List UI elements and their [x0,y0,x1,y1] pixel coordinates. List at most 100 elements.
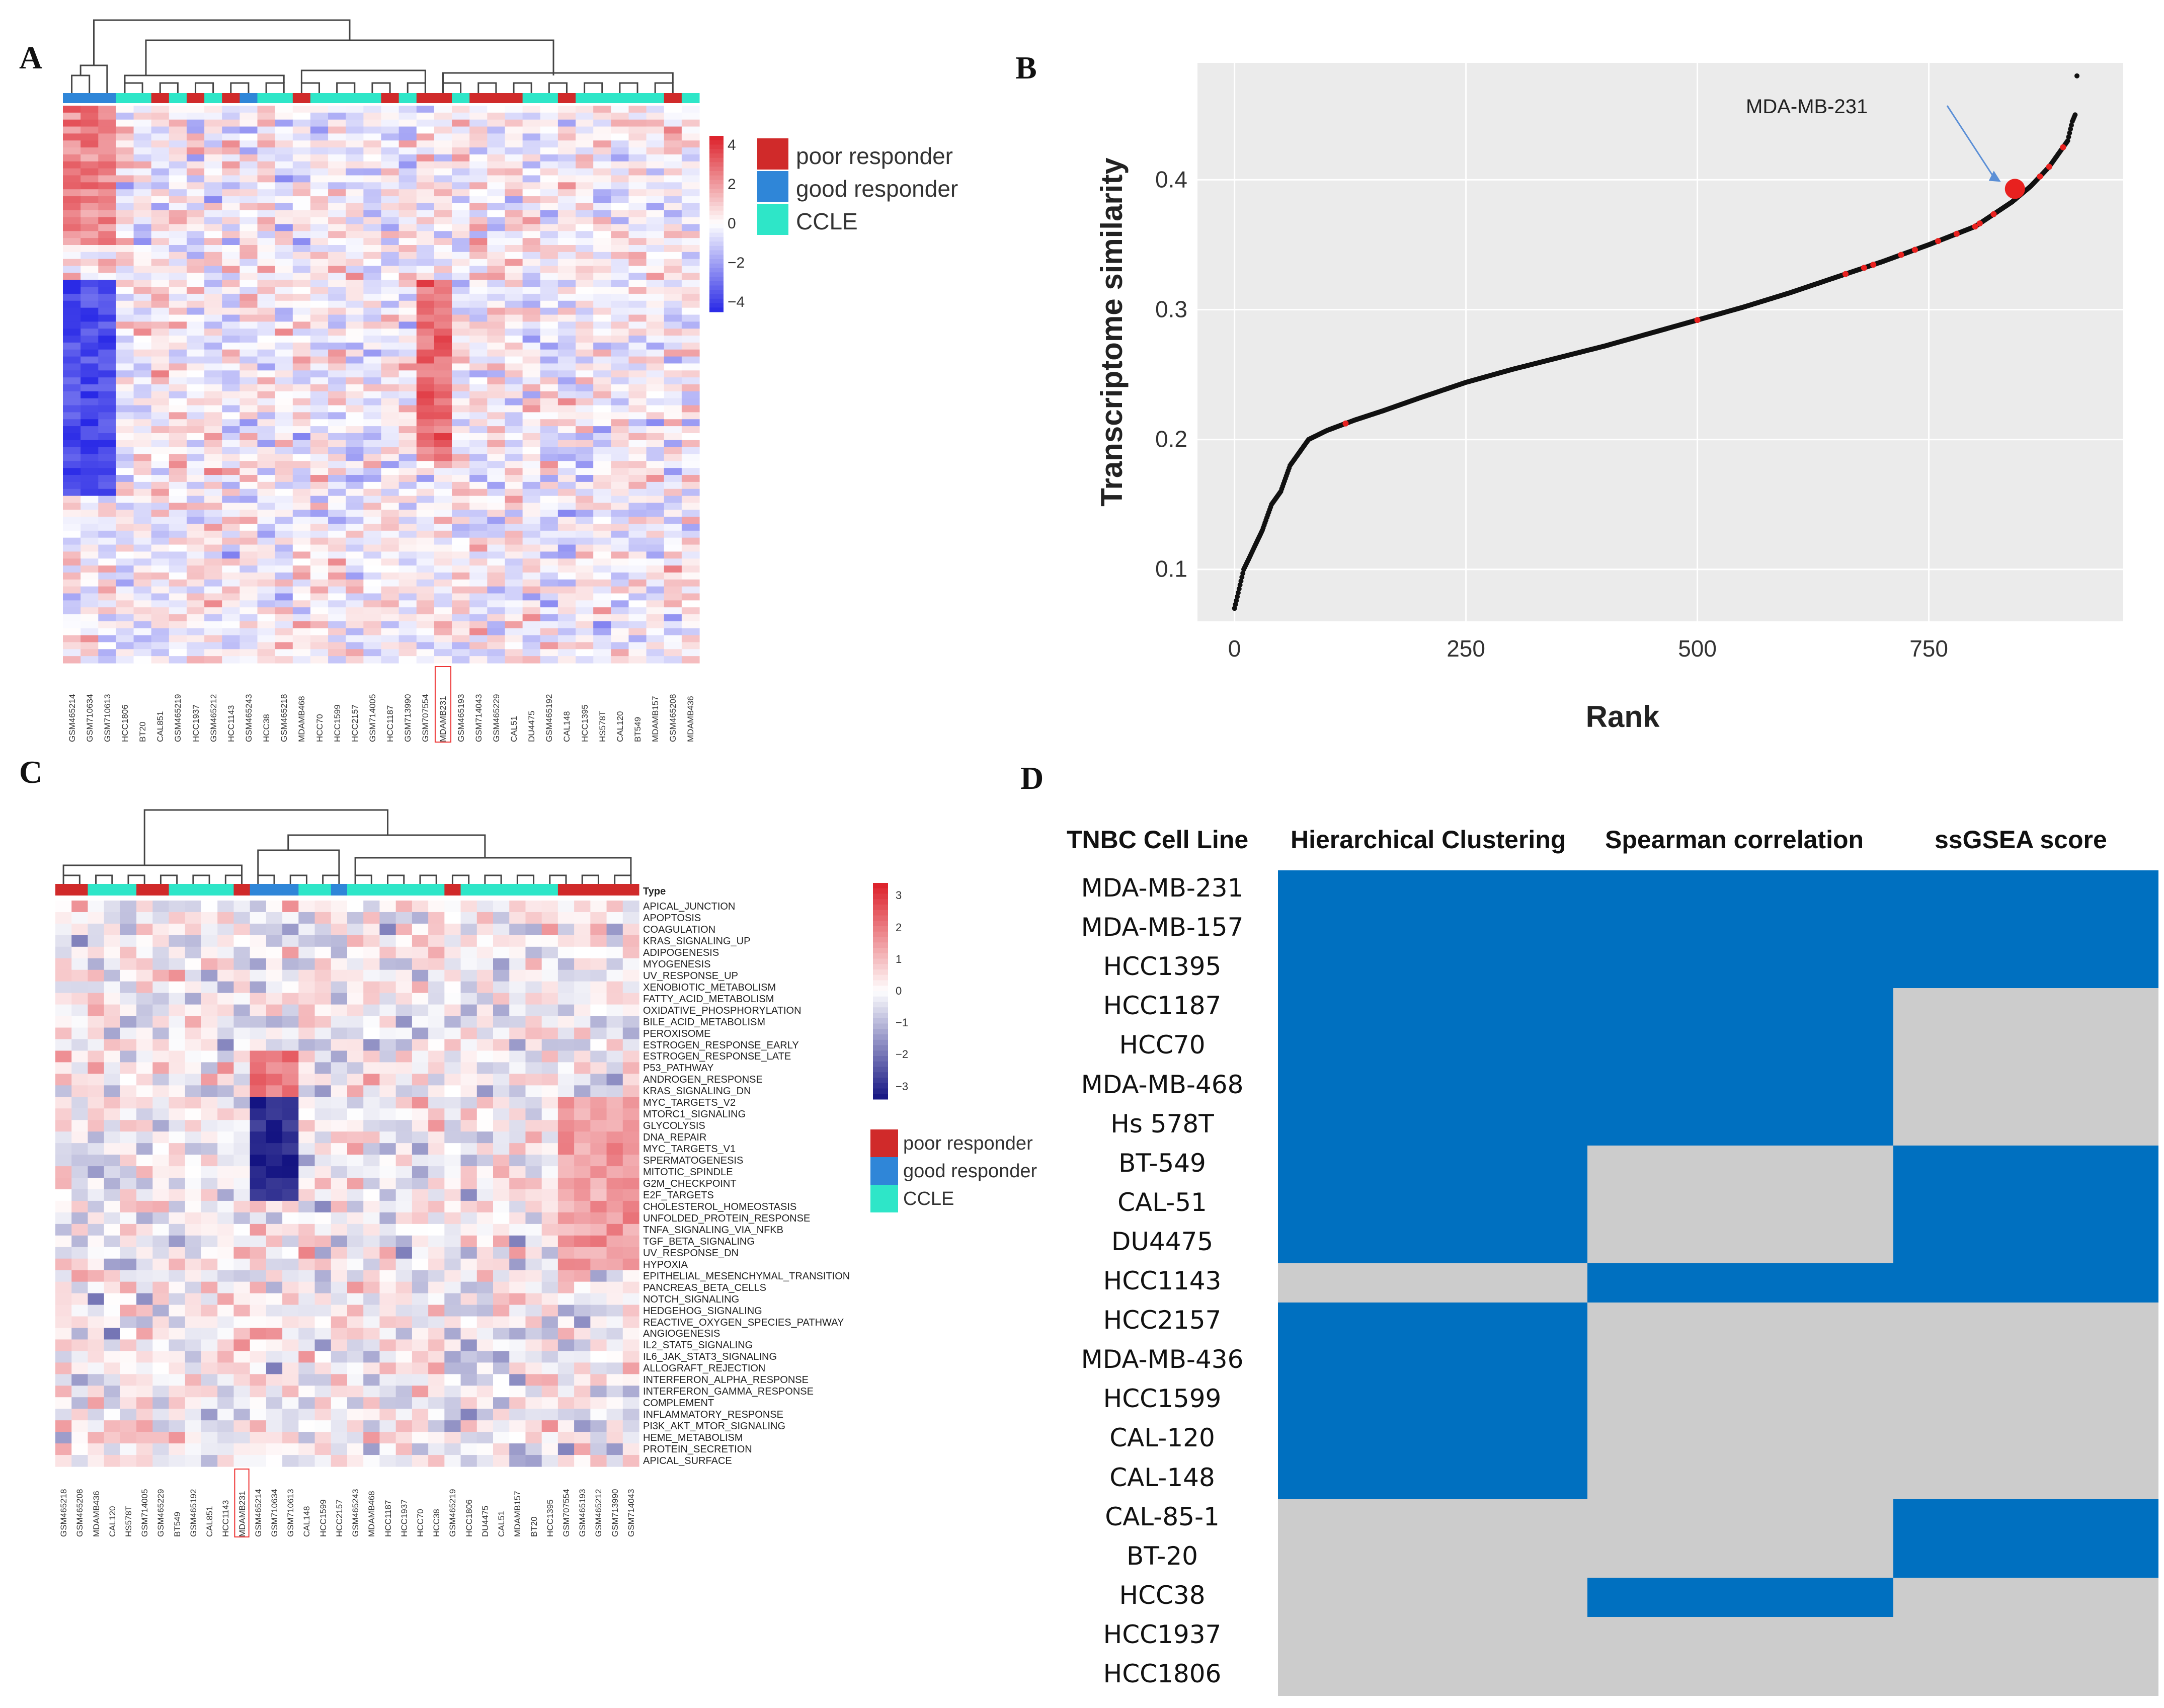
heatmap-cell [646,259,665,267]
heatmap-cell [395,1189,413,1201]
heatmap-cell [611,307,629,315]
heatmap-cell [257,481,276,490]
heatmap-cell [381,600,399,608]
heatmap-cell [540,475,558,482]
heatmap-cell [434,119,452,127]
heatmap-cell [628,440,647,448]
heatmap-cell [98,154,117,162]
heatmap-cell [381,189,399,197]
heatmap-cell [593,307,611,315]
heatmap-cell [574,1097,591,1109]
heatmap-cell [628,475,647,482]
heatmap-cell [444,1108,461,1120]
heatmap-cell [151,280,170,287]
heatmap-cell [266,923,283,936]
heatmap-cell [116,461,134,468]
heatmap-cell [328,238,346,246]
heatmap-cell [611,537,629,545]
heatmap-cell [250,1189,267,1201]
heatmap-cell [169,649,187,657]
heatmap-cell [487,175,506,183]
heatmap-cell [331,1155,348,1167]
heatmap-cell [239,475,258,482]
heatmap-cell [593,119,611,127]
heatmap-cell [88,1027,105,1040]
heatmap-cell [540,231,558,238]
heatmap-cell [63,454,81,461]
heatmap-cell [55,1200,72,1213]
heatmap-cell [522,210,541,218]
heatmap-cell [328,224,346,231]
heatmap-cell [664,551,682,559]
heatmap-cell [217,1155,234,1167]
heatmap-cell [557,481,576,490]
type-bar-cell [487,93,505,103]
heatmap-cell [590,1178,607,1190]
heatmap-cell [541,901,558,913]
heatmap-cell [217,1039,234,1051]
heatmap-cell [381,342,399,350]
heatmap-cell [428,958,445,970]
heatmap-cell [169,147,187,155]
heatmap-cell [239,293,258,301]
heatmap-cell [222,217,240,225]
heatmap-cell [428,1085,445,1097]
heatmap-cell [275,558,293,566]
heatmap-cell [522,649,541,657]
heatmap-cell [395,1108,413,1120]
heatmap-cell [505,314,523,322]
heatmap-cell [557,1189,575,1201]
heatmap-cell [606,958,623,970]
heatmap-cell [222,370,240,378]
heatmap-cell [398,182,417,190]
heatmap-cell [81,517,99,524]
heatmap-cell [346,642,364,649]
heatmap-cell [622,1108,639,1120]
heatmap-cell [557,440,576,448]
heatmap-cell [136,1131,153,1144]
heatmap-cell [331,1120,348,1132]
heatmap-cell [331,912,348,924]
heatmap-cell [151,252,170,260]
heatmap-cell [81,342,99,350]
heatmap-cell [574,923,591,936]
heatmap-cell [557,551,576,559]
type-bar-cell [104,884,121,896]
heatmap-cell [346,551,364,559]
heatmap-cell [239,558,258,566]
heatmap-cell [222,593,240,601]
heatmap-cell [314,1166,332,1178]
type-bar-cell [314,884,332,896]
heatmap-cell [593,524,611,531]
heatmap-cell [310,607,329,615]
heatmap-cell [133,140,152,148]
heatmap-cell [363,398,382,406]
heatmap-cell [416,161,435,169]
heatmap-cell [590,1143,607,1155]
dendrogram-link [407,82,426,93]
heatmap-cell [398,280,417,287]
heatmap-cell [292,259,311,267]
heatmap-cell [398,537,417,545]
heatmap-cell [452,238,470,246]
heatmap-cell [282,912,299,924]
heatmap-cell [416,231,435,238]
heatmap-cell [98,551,117,559]
heatmap-cell [222,412,240,420]
heatmap-cell [628,126,647,134]
heatmap-cell [133,621,152,629]
heatmap-cell [363,175,382,183]
heatmap-cell [116,336,134,343]
heatmap-cell [152,1097,170,1109]
heatmap-cell [204,182,222,190]
heatmap-cell [487,349,506,357]
heatmap-cell [201,1050,218,1063]
heatmap-cell [292,196,311,204]
heatmap-cell [169,635,187,643]
heatmap-cell [292,468,311,475]
heatmap-cell [681,461,700,468]
heatmap-cell [363,203,382,211]
heatmap-cell [522,551,541,559]
heatmap-cell [487,614,506,622]
heatmap-cell [452,593,470,601]
